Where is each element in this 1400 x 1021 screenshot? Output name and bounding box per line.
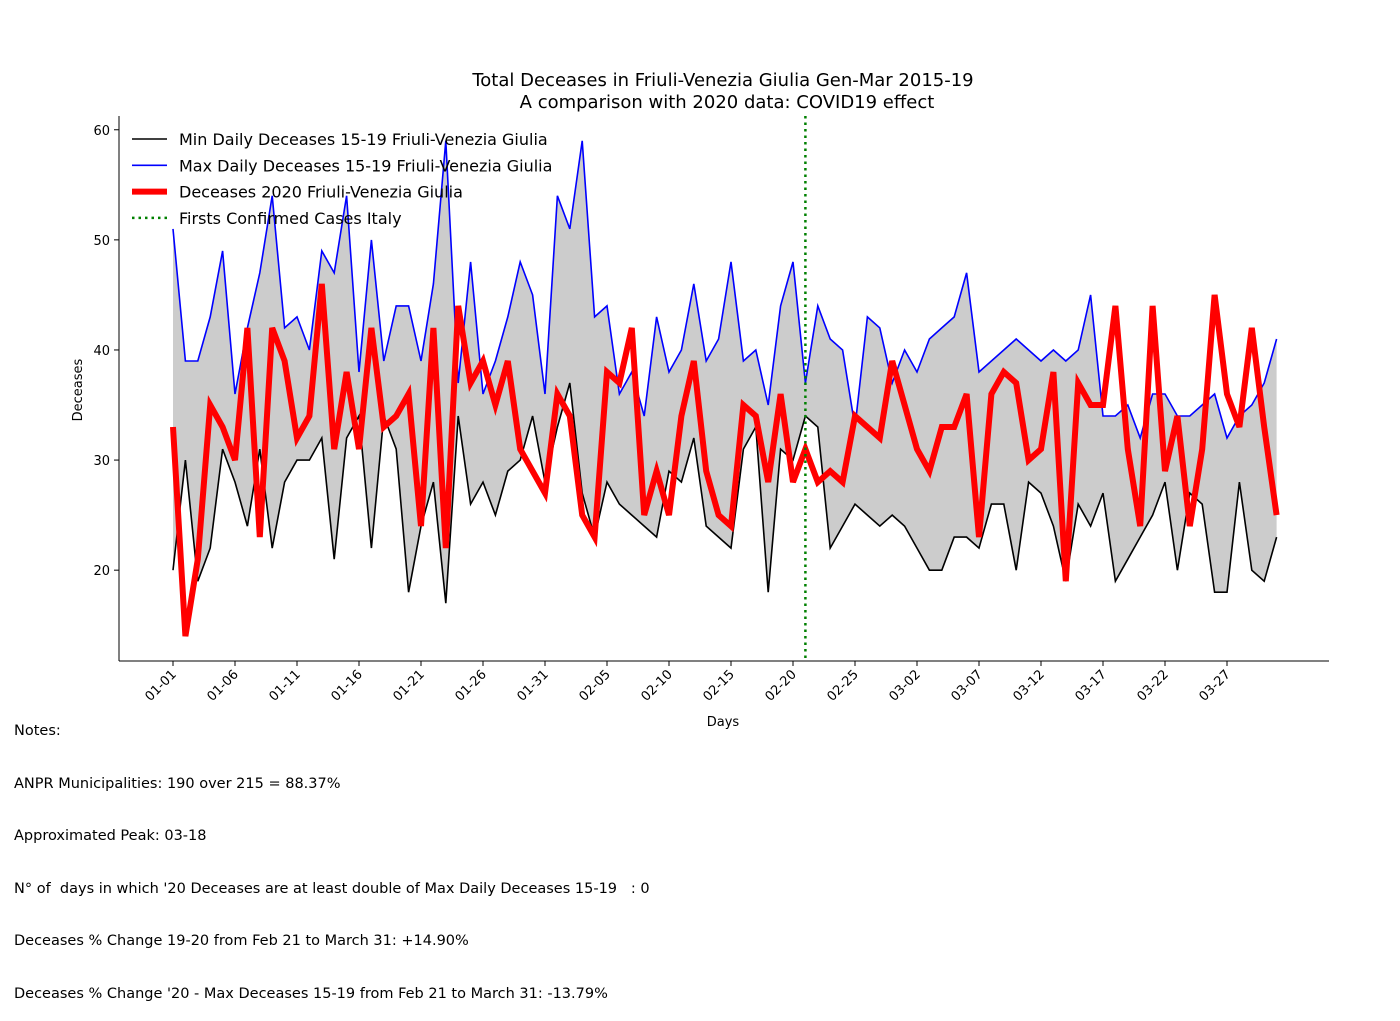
- notes-line: Deceases % Change '20 - Max Deceases 15-…: [14, 985, 608, 1002]
- y-tick-label: 50: [93, 234, 110, 249]
- chart-subtitle: A comparison with 2020 data: COVID19 eff…: [520, 92, 935, 113]
- legend: Min Daily Deceases 15-19 Friuli-Venezia …: [132, 130, 552, 228]
- chart-title: Total Deceases in Friuli-Venezia Giulia …: [471, 70, 973, 91]
- x-tick-label: 03-22: [1135, 667, 1172, 704]
- y-tick-label: 40: [93, 344, 110, 359]
- notes-line: Approximated Peak: 03-18: [14, 828, 207, 844]
- x-tick-label: 03-07: [949, 667, 986, 704]
- series-2020-line: [170, 283, 1280, 637]
- y-tick-label: 20: [93, 564, 110, 579]
- notes-line: Deceases % Change 19-20 from Feb 21 to M…: [14, 933, 469, 949]
- x-tick-label: 02-20: [763, 667, 800, 704]
- x-tick-label: 03-12: [1011, 667, 1048, 704]
- legend-label: Deceases 2020 Friuli-Venezia Giulia: [179, 183, 463, 202]
- notes-line: N° of days in which '20 Deceases are at …: [14, 880, 650, 897]
- notes-heading: Notes:: [14, 723, 61, 739]
- x-axis-label: Days: [707, 715, 740, 730]
- x-tick-label: 02-15: [701, 667, 738, 704]
- chart: Total Deceases in Friuli-Venezia Giulia …: [71, 70, 1329, 730]
- legend-label: Firsts Confirmed Cases Italy: [179, 209, 402, 228]
- series-max-line: [172, 140, 1278, 441]
- legend-label: Min Daily Deceases 15-19 Friuli-Venezia …: [179, 130, 548, 149]
- y-tick-label: 60: [93, 124, 110, 139]
- x-tick-label: 03-17: [1073, 667, 1110, 704]
- x-tick-label: 03-02: [887, 667, 924, 704]
- x-tick-label: 03-27: [1197, 667, 1234, 704]
- legend-label: Max Daily Deceases 15-19 Friuli-Venezia …: [179, 156, 552, 175]
- notes-line: ANPR Municipalities: 190 over 215 = 88.3…: [14, 775, 341, 792]
- y-tick-label: 30: [93, 454, 110, 469]
- notes-block: Notes: ANPR Municipalities: 190 over 215…: [14, 688, 650, 1021]
- x-tick-label: 02-25: [825, 667, 862, 704]
- y-axis-label: Deceases: [71, 358, 86, 421]
